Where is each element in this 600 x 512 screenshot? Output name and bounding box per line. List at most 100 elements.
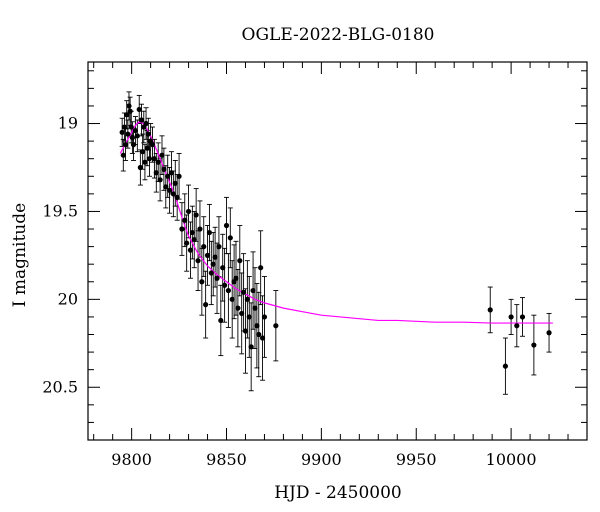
data-point — [246, 314, 252, 320]
data-point — [136, 106, 142, 113]
y-tick-label: 19.5 — [42, 201, 78, 220]
data-point — [519, 314, 526, 320]
data-point — [119, 129, 125, 135]
data-point — [239, 310, 245, 317]
data-point — [127, 108, 133, 114]
data-point — [145, 131, 151, 137]
data-point — [185, 208, 192, 215]
data-point — [199, 279, 205, 285]
x-axis-label: HJD - 2450000 — [274, 483, 402, 503]
data-point — [161, 166, 167, 172]
data-point — [130, 142, 137, 148]
data-points — [119, 103, 552, 369]
y-tick-label: 20 — [58, 289, 78, 308]
data-point — [176, 173, 182, 179]
data-point — [237, 258, 243, 264]
x-tick-label: 10000 — [486, 450, 537, 469]
data-point — [212, 254, 218, 260]
data-point — [248, 344, 254, 350]
data-point — [179, 226, 185, 232]
data-point — [206, 229, 213, 236]
model-layer — [119, 121, 553, 324]
plot-frame — [87, 61, 588, 441]
data-point — [174, 194, 180, 200]
data-point — [143, 120, 149, 127]
data-point — [155, 159, 161, 165]
plot-area: 9800 9850 9900 9950 10000 19 19.5 20 20.5 — [42, 61, 588, 469]
data-point — [142, 159, 148, 165]
data-point — [187, 247, 194, 253]
data-point — [138, 117, 145, 123]
data-point — [242, 328, 249, 334]
data-point — [502, 363, 509, 369]
data-point — [165, 173, 171, 179]
data-point — [125, 131, 131, 137]
data-point — [258, 265, 264, 271]
data-point — [218, 317, 224, 324]
y-axis-label: I magnitude — [10, 203, 30, 307]
data-point — [244, 296, 250, 302]
data-point — [120, 152, 126, 158]
model-curve — [119, 121, 553, 324]
data-point — [191, 236, 197, 243]
data-point — [132, 127, 139, 134]
axis-ticks — [88, 62, 588, 441]
data-point — [514, 323, 520, 329]
data-point — [220, 265, 226, 271]
data-point — [203, 302, 209, 308]
y-tick-label: 19 — [58, 114, 78, 133]
data-point — [193, 212, 199, 218]
data-point — [233, 275, 239, 281]
data-point — [235, 305, 241, 311]
y-tick-label: 20.5 — [42, 377, 78, 396]
data-point — [157, 177, 163, 183]
data-point — [166, 187, 173, 193]
data-point — [273, 323, 279, 329]
data-point — [121, 124, 128, 130]
x-tick-label: 9850 — [206, 450, 247, 469]
data-point — [134, 133, 140, 139]
data-point — [129, 135, 135, 141]
data-point — [223, 222, 230, 229]
data-point — [214, 275, 220, 281]
data-point — [208, 270, 214, 276]
data-point — [254, 323, 260, 329]
data-point — [531, 342, 537, 348]
data-point — [128, 124, 134, 130]
data-point — [153, 170, 159, 176]
data-point — [210, 261, 216, 267]
data-point — [146, 156, 153, 162]
x-tick-label: 9950 — [396, 450, 437, 469]
data-point — [159, 152, 165, 158]
data-point — [195, 258, 201, 264]
data-point — [201, 244, 207, 250]
data-point — [508, 314, 514, 320]
data-point — [172, 180, 178, 186]
data-point — [140, 149, 146, 155]
data-point — [204, 252, 211, 258]
data-point — [261, 314, 268, 320]
chart-title: OGLE-2022-BLG-0180 — [242, 25, 435, 45]
data-point — [259, 335, 266, 341]
data-point — [168, 170, 175, 176]
data-point — [225, 287, 232, 294]
data-point — [122, 142, 129, 148]
data-point — [144, 145, 150, 151]
data-point — [240, 289, 247, 295]
data-point — [182, 217, 188, 223]
data-point — [222, 282, 228, 288]
data-point — [252, 305, 258, 311]
data-point — [151, 156, 158, 162]
data-point — [487, 307, 493, 313]
data-point — [216, 244, 222, 250]
x-tick-label: 9900 — [301, 450, 342, 469]
x-tick-label: 9800 — [111, 450, 152, 469]
tick-labels: 9800 9850 9900 9950 10000 19 19.5 20 20.5 — [42, 114, 536, 469]
data-point — [250, 287, 256, 294]
data-point — [124, 112, 130, 118]
data-point — [546, 330, 552, 336]
data-point — [137, 164, 143, 171]
data-point — [229, 296, 235, 302]
data-point — [256, 331, 262, 338]
